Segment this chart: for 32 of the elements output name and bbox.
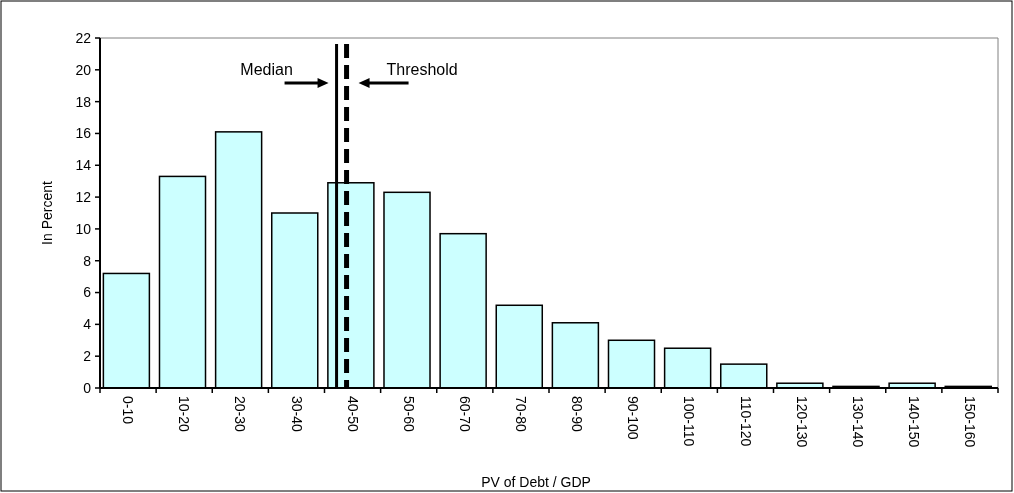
y-tick-label: 8 <box>83 252 92 269</box>
ref-line-label: Threshold <box>386 61 458 78</box>
x-tick-label: 120-130 <box>793 396 810 448</box>
y-tick-label: 0 <box>83 379 92 396</box>
y-tick-label: 14 <box>75 157 92 174</box>
y-axis-title: In Percent <box>39 180 55 245</box>
x-tick-label: 150-160 <box>962 396 979 448</box>
x-tick-label: 0-10 <box>120 396 137 425</box>
ref-line-label: Median <box>240 61 293 78</box>
x-axis-title: PV of Debt / GDP <box>481 474 591 490</box>
y-tick-label: 22 <box>75 29 92 46</box>
x-tick-label: 30-40 <box>288 396 305 433</box>
x-tick-label: 40-50 <box>344 396 361 433</box>
x-tick-label: 50-60 <box>400 396 417 433</box>
y-tick-label: 16 <box>75 125 92 142</box>
x-tick-label: 90-100 <box>625 396 642 440</box>
x-tick-label: 20-30 <box>232 396 249 433</box>
x-tick-label: 110-120 <box>737 396 754 447</box>
y-tick-label: 18 <box>75 93 92 110</box>
y-tick-label: 12 <box>75 188 92 205</box>
y-tick-label: 2 <box>83 348 92 365</box>
y-tick-label: 20 <box>75 61 92 78</box>
x-tick-label: 70-80 <box>513 396 530 433</box>
y-tick-label: 4 <box>83 316 92 333</box>
y-tick-label: 6 <box>83 284 92 301</box>
x-tick-label: 60-70 <box>456 396 473 433</box>
x-tick-label: 100-110 <box>681 396 698 447</box>
x-tick-label: 80-90 <box>569 396 586 433</box>
x-tick-label: 10-20 <box>176 396 193 433</box>
x-tick-label: 130-140 <box>849 396 866 448</box>
y-tick-label: 10 <box>75 220 92 237</box>
x-tick-label: 140-150 <box>905 396 922 448</box>
